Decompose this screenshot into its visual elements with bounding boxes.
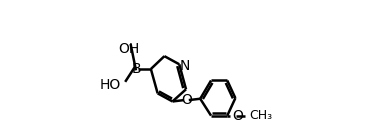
Text: OH: OH — [118, 42, 140, 56]
Text: O: O — [232, 109, 243, 123]
Text: HO: HO — [100, 78, 121, 91]
Text: N: N — [180, 59, 190, 73]
Text: O: O — [181, 93, 192, 107]
Text: CH₃: CH₃ — [250, 109, 273, 122]
Text: B: B — [131, 62, 141, 76]
